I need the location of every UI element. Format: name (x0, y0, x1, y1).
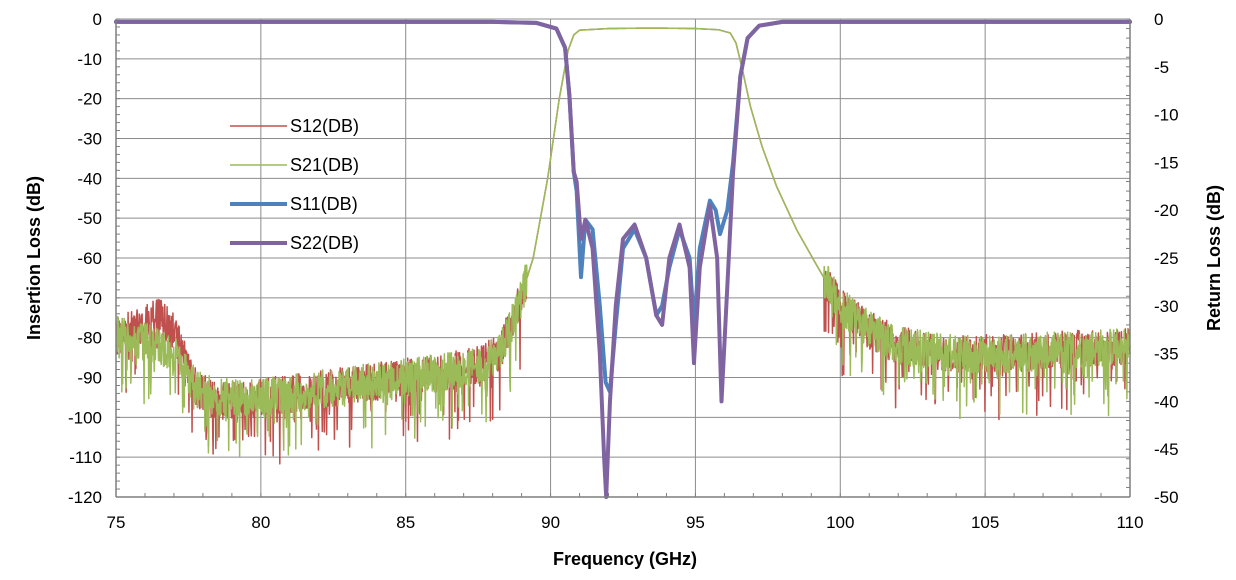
x-tick-label: 90 (541, 513, 560, 532)
right-y-tick-label: -5 (1154, 58, 1169, 77)
left-y-tick-label: -90 (77, 369, 102, 388)
right-y-tick-label: -45 (1154, 440, 1179, 459)
legend: S12(DB) S21(DB) S11(DB) S22(DB) (230, 116, 359, 253)
left-y-tick-label: 0 (93, 10, 102, 29)
x-tick-label: 110 (1116, 513, 1143, 532)
right-y-tick-label: -40 (1154, 392, 1179, 411)
axes (115, 19, 1131, 498)
legend-label-s22-db: S22(DB) (290, 233, 359, 253)
left-y-tick-label: -110 (69, 448, 102, 467)
left-y-tick-label: -20 (77, 90, 102, 109)
left-y-tick-label: -30 (77, 130, 102, 149)
right-y-tick-label: -35 (1154, 345, 1179, 364)
right-y-tick-label: 0 (1154, 10, 1163, 29)
left-y-tick-label: -10 (77, 50, 102, 69)
left-y-tick-label: -70 (77, 289, 102, 308)
left-y-axis-title: Insertion Loss (dB) (24, 176, 44, 340)
legend-label-s21-db: S21(DB) (290, 155, 359, 175)
x-tick-label: 75 (107, 513, 126, 532)
x-tick-label: 105 (971, 513, 999, 532)
x-tick-label: 95 (686, 513, 705, 532)
grid (115, 18, 1131, 498)
series-line-s21-db (115, 27, 1131, 458)
x-tick-label: 100 (826, 513, 854, 532)
right-y-tick-label: -10 (1154, 106, 1179, 125)
x-tick-label: 80 (251, 513, 270, 532)
left-y-tick-labels: 0 -10 -20 -30 -40 -50 -60 -70 -80 -90 -100 -110 -120 (68, 10, 102, 507)
left-y-tick-label: -100 (68, 408, 102, 427)
right-y-tick-label: -30 (1154, 297, 1179, 316)
right-y-tick-label: -25 (1154, 249, 1179, 268)
right-y-tick-label: -50 (1154, 488, 1179, 507)
legend-label-s12-db: S12(DB) (290, 116, 359, 136)
right-y-axis-title: Return Loss (dB) (1204, 185, 1224, 331)
left-y-tick-label: -120 (68, 488, 102, 507)
legend-label-s11-db: S11(DB) (290, 194, 358, 214)
x-tick-label: 85 (396, 513, 415, 532)
right-y-tick-labels: 0 -5 -10 -15 -20 -25 -30 -35 -40 -45 -50 (1154, 10, 1179, 507)
series-line-s11-db (114, 19, 1132, 394)
right-y-tick-label: -15 (1154, 153, 1179, 172)
x-tick-labels: 75 80 85 90 95 100 105 110 (107, 513, 1144, 532)
left-y-tick-label: -60 (77, 249, 102, 268)
left-y-tick-label: -80 (77, 329, 102, 348)
x-axis-title: Frequency (GHz) (553, 549, 697, 569)
left-y-tick-label: -50 (77, 209, 102, 228)
series-layer (114, 19, 1132, 499)
series-line-s22-db (114, 19, 1132, 499)
right-y-tick-label: -20 (1154, 201, 1179, 220)
left-y-tick-label: -40 (77, 169, 102, 188)
